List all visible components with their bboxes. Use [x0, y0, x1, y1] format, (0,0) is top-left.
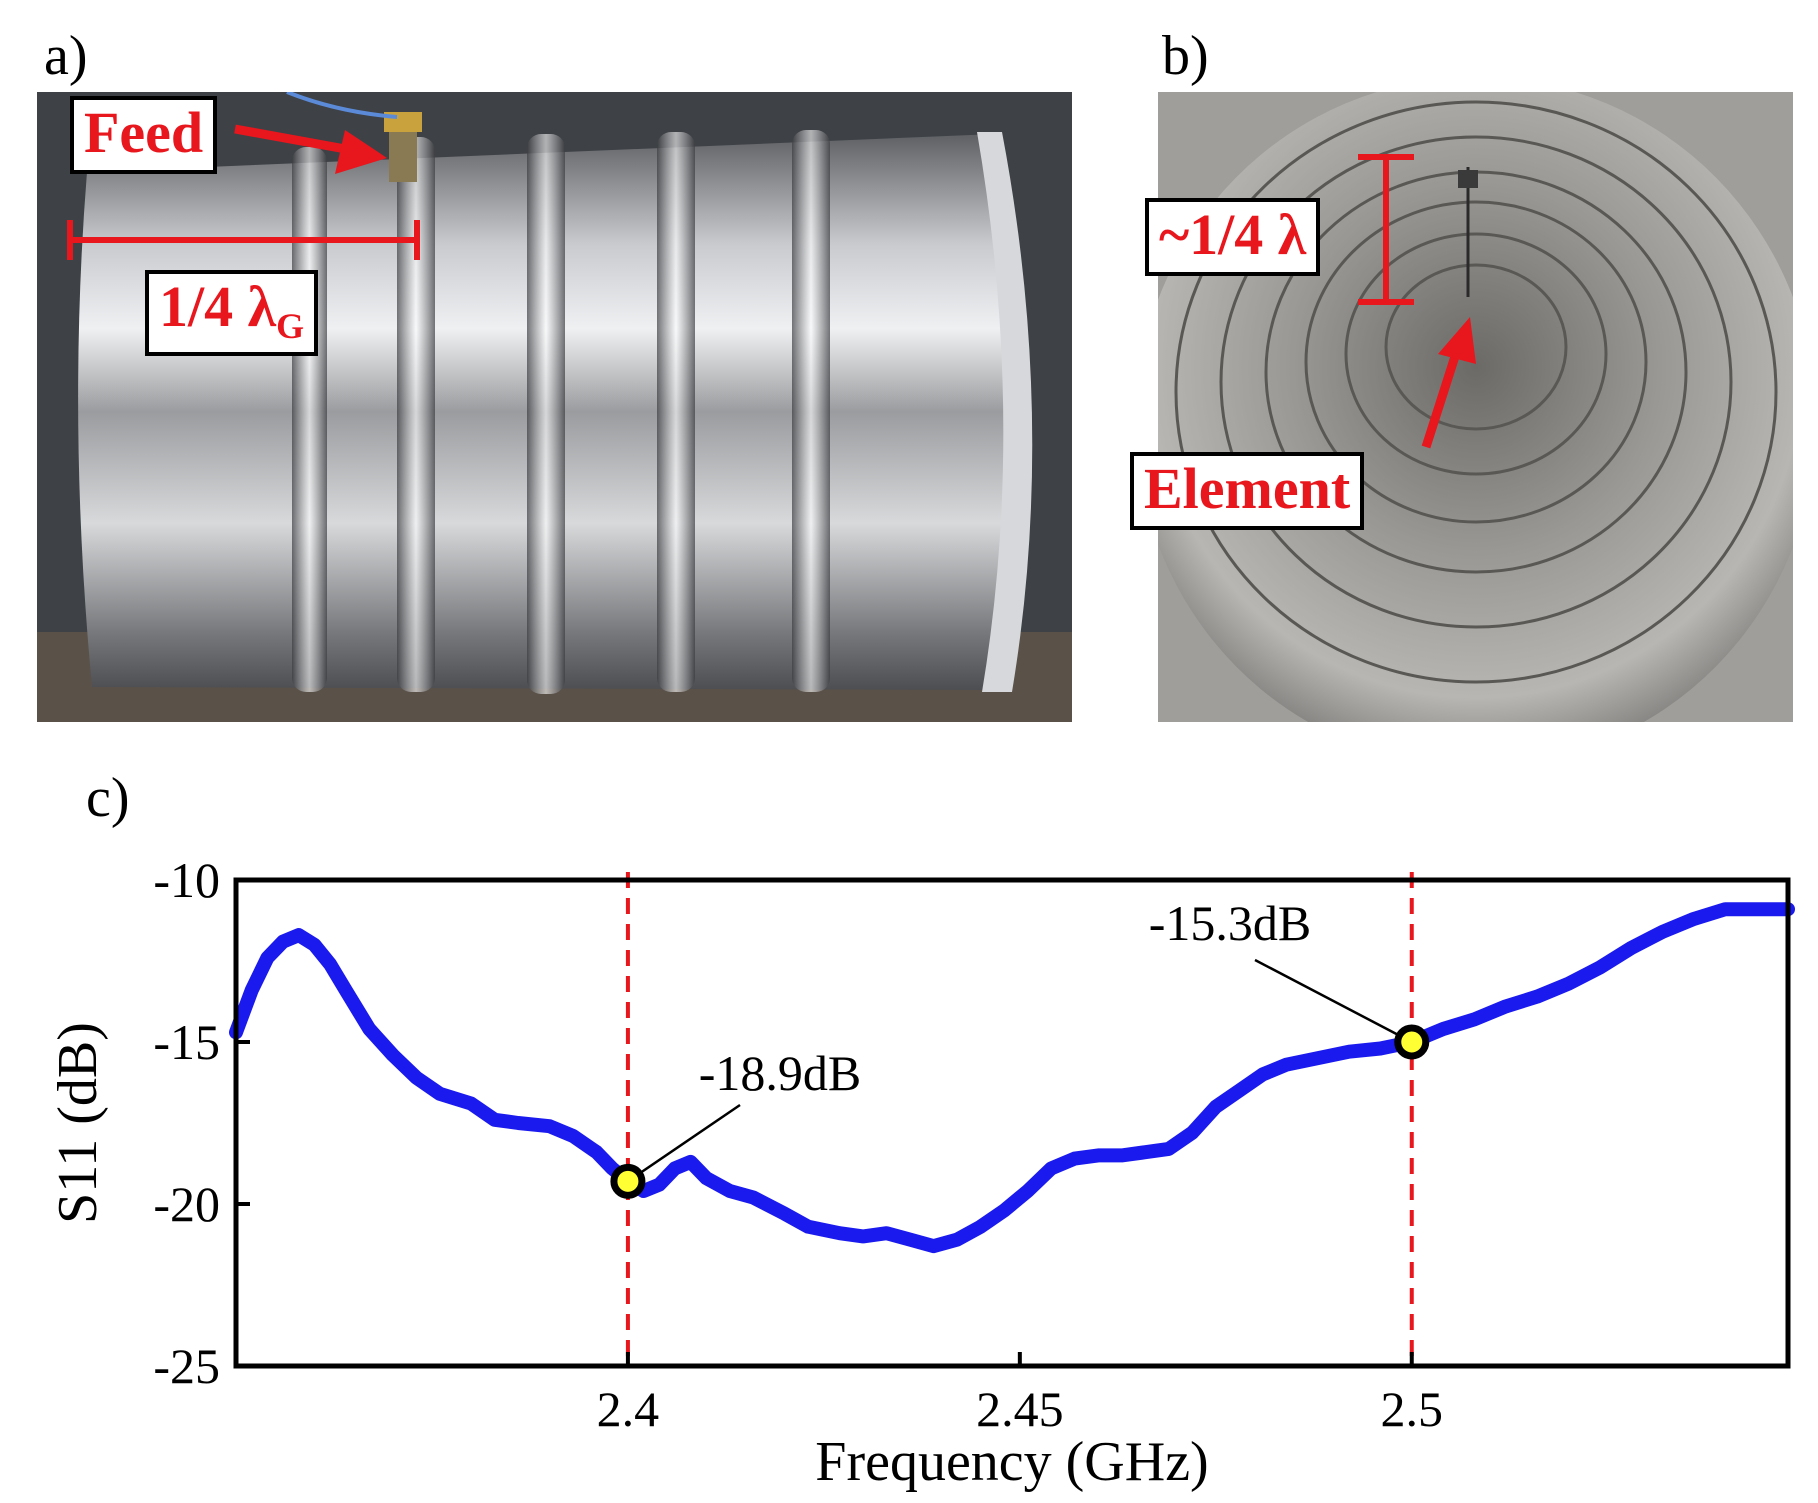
x-tick-label-2: 2.5	[1381, 1381, 1444, 1437]
x-axis-title: Frequency (GHz)	[815, 1431, 1208, 1493]
y-tick-label-2: -20	[153, 1176, 220, 1232]
feed-label-text: Feed	[84, 100, 204, 165]
plot-frame	[233, 877, 1791, 1369]
marker-leader-1	[1254, 958, 1413, 1044]
marker-point-0	[610, 1163, 646, 1199]
marker-leader-0	[627, 1103, 741, 1183]
can-side-drawing	[37, 92, 1072, 722]
quarter-lambda-g-subscript: G	[276, 306, 305, 346]
element-label: Element	[1130, 452, 1365, 530]
y-tick-label-0: -10	[153, 852, 220, 908]
quarter-lambda-g-text: 1/4 λ	[159, 274, 277, 339]
panel-b-label: b)	[1162, 25, 1209, 87]
quarter-lambda-label: ~1/4 λ	[1145, 198, 1321, 276]
marker-point-1	[1394, 1024, 1430, 1060]
quarter-lambda-text: ~1/4 λ	[1159, 202, 1307, 267]
x-tick-label-1: 2.45	[976, 1381, 1064, 1437]
y-tick-label-1: -15	[153, 1014, 220, 1070]
panel-c-label: c)	[86, 767, 130, 829]
marker-label-1: -15.3dB	[1149, 895, 1312, 951]
panel-a-label: a)	[44, 25, 88, 87]
feed-label: Feed	[70, 96, 218, 174]
element-label-text: Element	[1144, 456, 1351, 521]
quarter-lambda-g-label: 1/4 λG	[145, 270, 319, 356]
x-tick-label-0: 2.4	[597, 1381, 660, 1437]
s11-curve	[229, 902, 1795, 1254]
marker-label-0: -18.9dB	[699, 1045, 862, 1101]
y-axis-title: S11 (dB)	[47, 1022, 109, 1224]
can-antenna-side-photo	[37, 92, 1072, 722]
y-tick-label-3: -25	[153, 1338, 220, 1394]
